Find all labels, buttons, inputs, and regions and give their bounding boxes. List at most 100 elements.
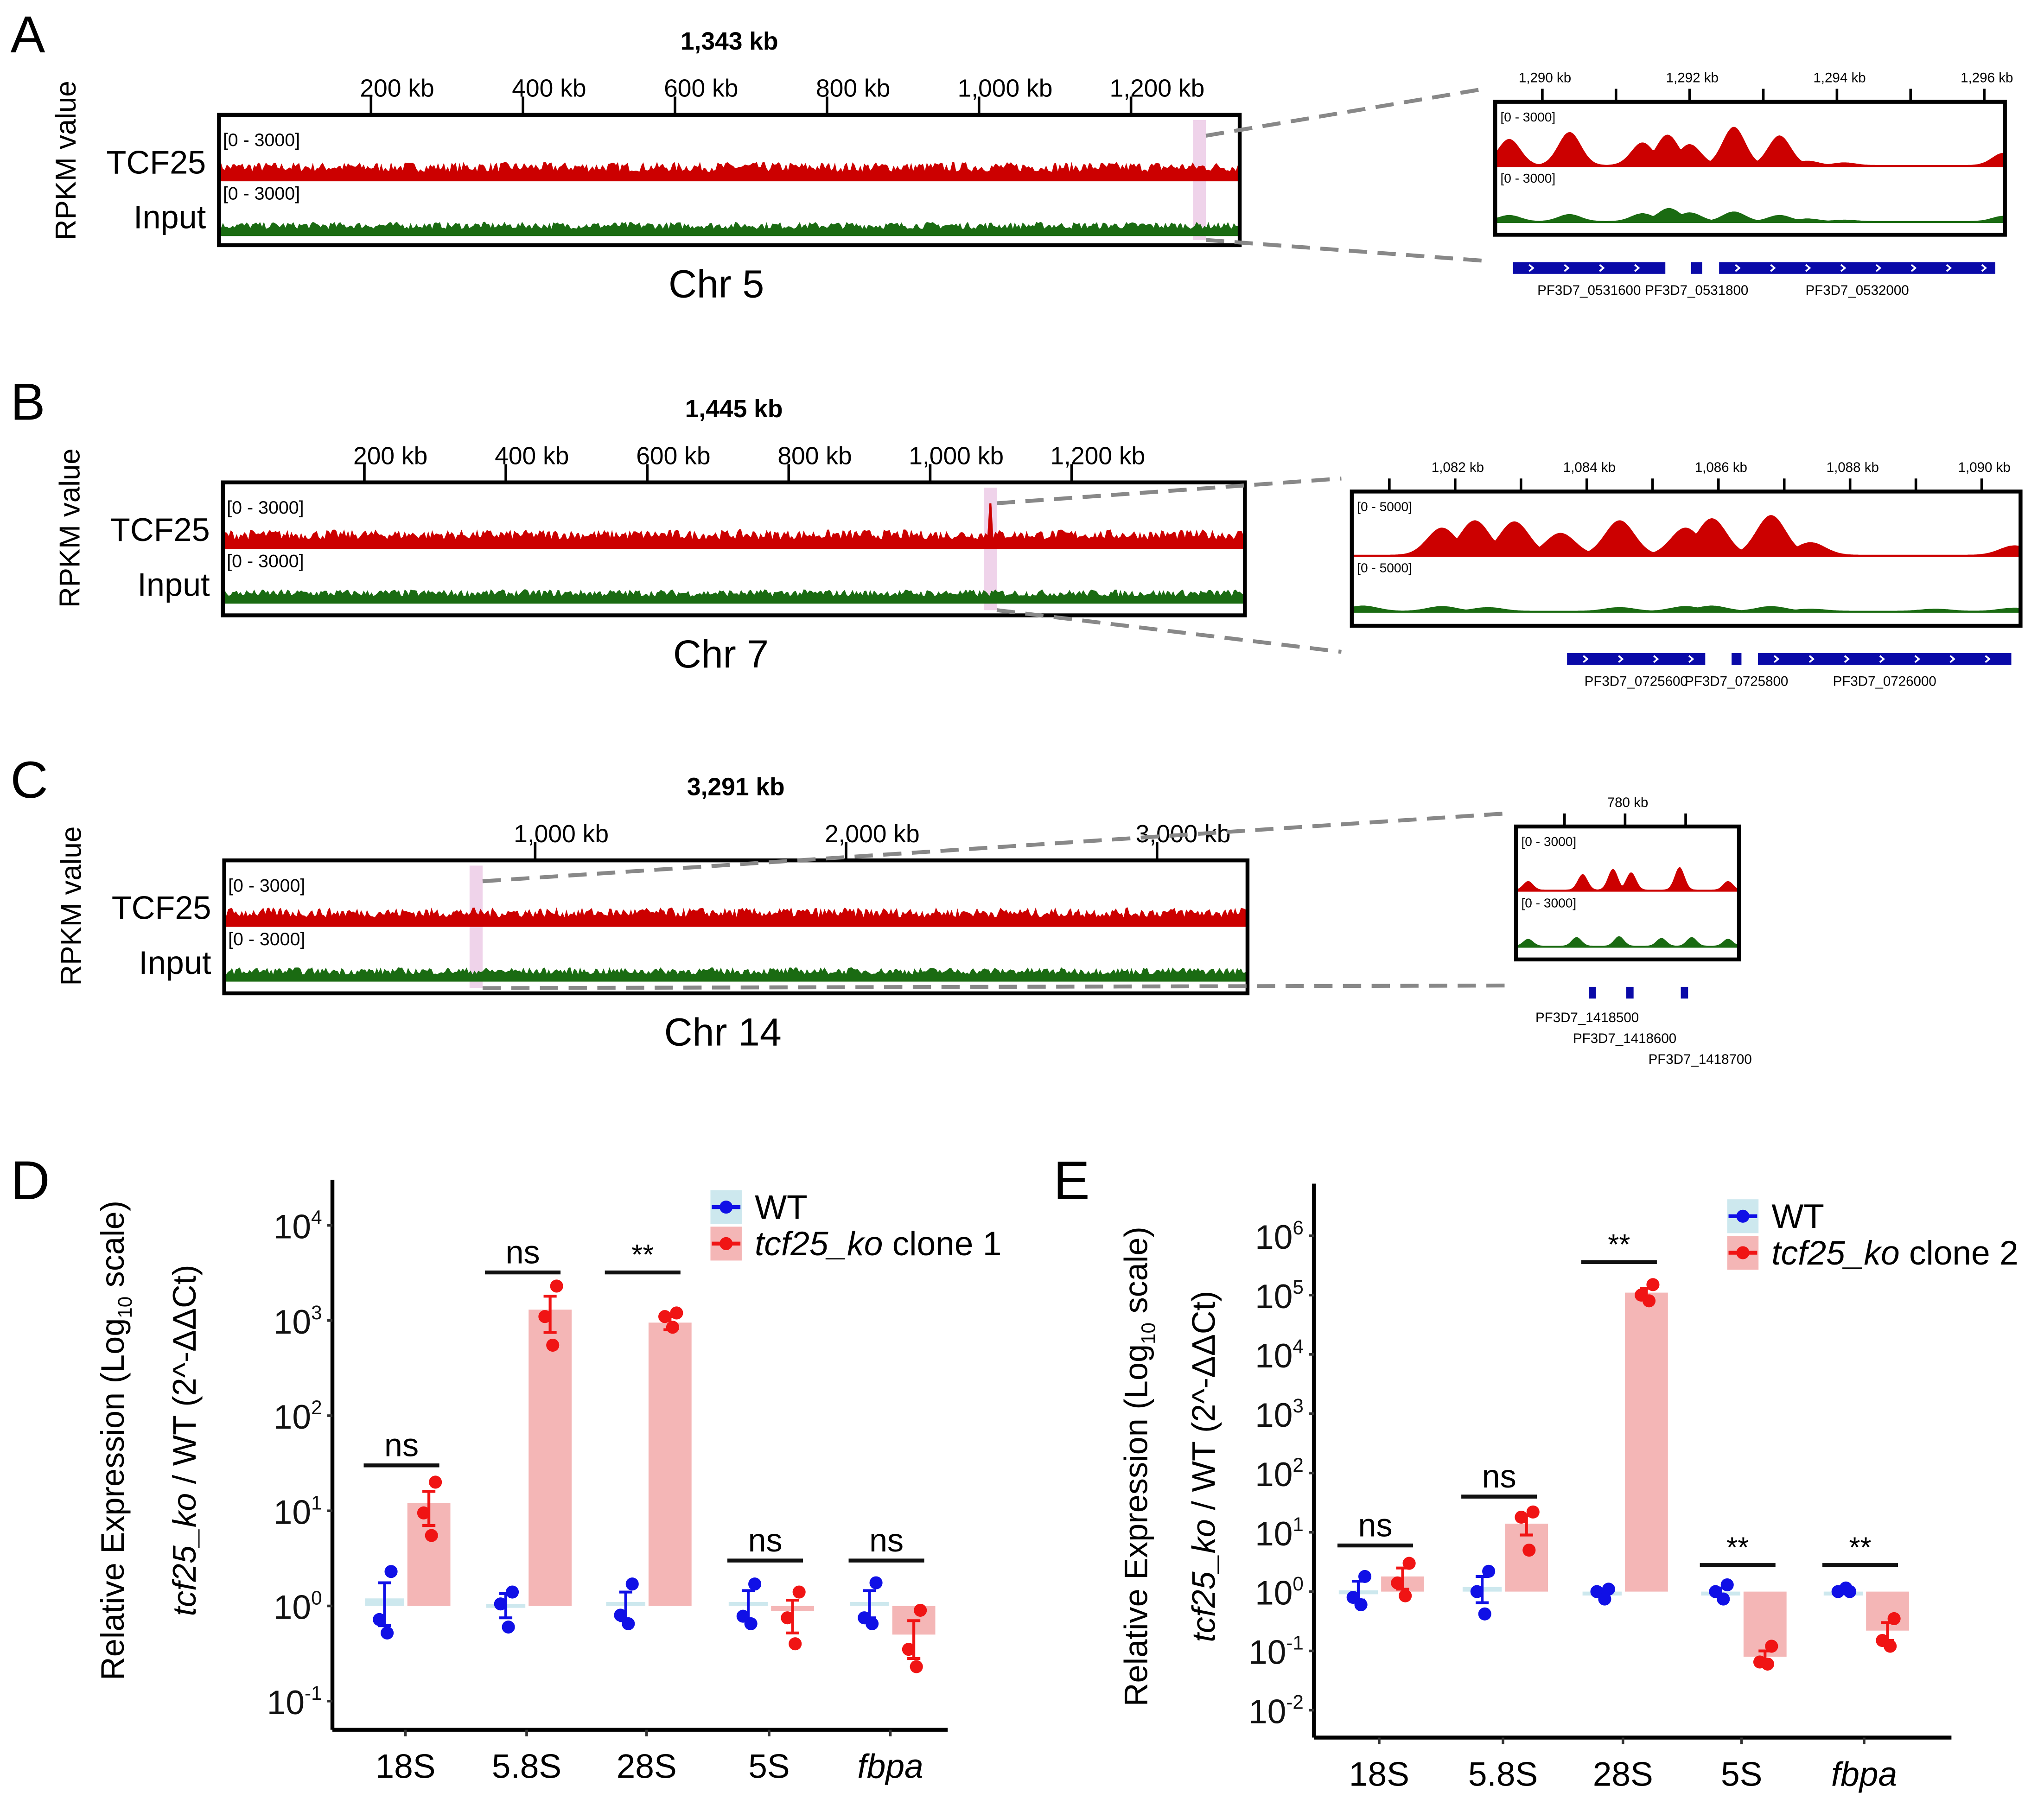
zoom-track-range-label: [0 - 5000] [1357, 561, 1412, 575]
significance-label: ns [1358, 1507, 1392, 1543]
y-tick-base: 10 [1255, 1515, 1293, 1553]
ko-data-point [550, 1279, 563, 1293]
y-tick-exponent: 4 [311, 1207, 322, 1228]
significance-label: ns [869, 1522, 904, 1558]
wt-data-point [614, 1608, 627, 1622]
wt-data-point [869, 1576, 883, 1589]
strand-arrow-icon [1805, 264, 1811, 272]
zoom-tcf25-track [1351, 515, 2021, 557]
y-tick-base: 10 [1248, 1634, 1286, 1672]
zoom-track-range-label: [0 - 3000] [1500, 110, 1555, 124]
significance-label: ns [505, 1233, 540, 1270]
y-axis-title-part: Relative Expression (Log [1117, 1344, 1154, 1706]
y-tick-label: 10-2 [1248, 1691, 1304, 1731]
ko-data-point [546, 1338, 560, 1352]
zoom-connector-line [1205, 87, 1485, 138]
legend-point [1736, 1246, 1750, 1259]
strand-arrow-icon [1618, 655, 1624, 663]
y-axis-title-part: scale) [94, 1201, 131, 1297]
chromosome-label: Chr 14 [664, 1010, 782, 1054]
legend-point [1736, 1209, 1750, 1223]
y-tick-label: 102 [1255, 1454, 1304, 1494]
strand-arrow-icon [1735, 264, 1741, 272]
y-axis-subtitle-rest: / WT (2^-ΔΔCt) [1185, 1291, 1222, 1519]
track-name: TCF25 [110, 511, 210, 548]
gene-label: PF3D7_1418600 [1573, 1031, 1676, 1046]
axis-tick-label: 200 kb [360, 75, 434, 102]
significance-label: ** [631, 1239, 654, 1271]
y-axis-subtitle: tcf25_ko / WT (2^-ΔΔCt) [1185, 1291, 1222, 1642]
axis-tick-label: 1,000 kb [514, 820, 609, 848]
ko-bar [1743, 1591, 1787, 1657]
y-tick-base: 10 [274, 1589, 311, 1627]
axis-tick-label: 400 kb [512, 75, 586, 102]
y-axis-title-subscript: 10 [1137, 1322, 1159, 1344]
y-tick-base: 10 [1255, 1278, 1293, 1316]
strand-arrow-icon [1773, 655, 1780, 663]
chromosome-length-title: 3,291 kb [687, 774, 785, 801]
zoom-tick-label: 1,090 kb [1958, 460, 2011, 475]
x-tick-label: 5.8S [492, 1748, 561, 1786]
y-tick-exponent: 1 [1293, 1513, 1303, 1535]
zoom-tick-label: 1,296 kb [1961, 70, 2013, 85]
wt-data-point [381, 1626, 394, 1640]
genome-panel-a: A 1,343 kb 200 kb 400 kb 600 kb 800 kb 1,000 k… [10, 5, 2013, 306]
strand-arrow-icon [1599, 264, 1605, 272]
legend-point [720, 1237, 733, 1250]
strand-arrow-icon [1840, 264, 1847, 272]
gene-label: PF3D7_0532000 [1805, 283, 1909, 298]
y-tick-exponent: 2 [311, 1397, 322, 1418]
y-tick-exponent: 5 [1293, 1276, 1303, 1298]
zoom-track-range-label: [0 - 3000] [1521, 896, 1576, 910]
chromosome-label: Chr 5 [669, 262, 764, 305]
zoom-input-track [1516, 936, 1739, 948]
gene-label: PF3D7_0531800 [1645, 283, 1748, 298]
legend-label-italic: tcf25_ko [1771, 1234, 1899, 1272]
wt-data-point [384, 1565, 398, 1578]
zoom-frame [1514, 824, 1741, 962]
gene-label: PF3D7_0725800 [1685, 674, 1788, 689]
gene-feature [1626, 986, 1634, 999]
axis-tick-label: 2,000 kb [825, 820, 920, 848]
legend-label-rest: clone 2 [1900, 1234, 2019, 1272]
y-tick-exponent: 3 [1293, 1395, 1303, 1417]
tcf25-signal-track [224, 907, 1248, 926]
panel-label: E [1053, 1150, 1090, 1211]
wt-data-point [1598, 1592, 1611, 1606]
zoom-track-range-label: [0 - 5000] [1357, 500, 1412, 514]
y-tick-label: 104 [274, 1207, 322, 1246]
zoom-frame [1350, 489, 2023, 628]
y-tick-label: 101 [274, 1492, 322, 1531]
y-tick-exponent: 1 [311, 1492, 322, 1513]
y-tick-exponent: 2 [1293, 1454, 1303, 1476]
axis-tick-label: 600 kb [636, 442, 710, 470]
y-tick-exponent: -2 [1286, 1691, 1303, 1713]
ko-data-point [1765, 1640, 1778, 1653]
zoom-tick-label: 1,084 kb [1563, 460, 1616, 475]
strand-arrow-icon [1875, 264, 1882, 272]
y-tick-label: 103 [1255, 1395, 1304, 1434]
ko-data-point [425, 1529, 438, 1542]
zoom-tick-label: 1,292 kb [1666, 70, 1719, 85]
wt-data-point [1717, 1592, 1730, 1606]
track-range-label: [0 - 3000] [223, 184, 300, 204]
y-axis-subtitle-italic: tcf25_ko [166, 1493, 203, 1616]
zoom-tick-label: 1,086 kb [1695, 460, 1747, 475]
y-tick-exponent: 6 [1293, 1217, 1303, 1239]
axis-tick-label: 800 kb [777, 442, 852, 470]
track-range-label: [0 - 3000] [227, 551, 304, 571]
ko-data-point [1526, 1505, 1540, 1519]
significance-label: ** [1849, 1532, 1871, 1564]
y-tick-base: 10 [1255, 1397, 1293, 1434]
strand-arrow-icon [1981, 264, 1987, 272]
y-tick-label: 105 [1255, 1276, 1304, 1316]
gene-feature [1691, 262, 1702, 274]
significance-label: ns [384, 1427, 419, 1463]
y-axis-title: RPKM value [54, 448, 86, 608]
y-axis-title: Relative Expression (Log10 scale) [94, 1201, 136, 1680]
wt-data-point [1358, 1570, 1372, 1583]
input-signal-track [219, 222, 1240, 235]
axis-tick-label: 1,000 kb [958, 75, 1053, 102]
